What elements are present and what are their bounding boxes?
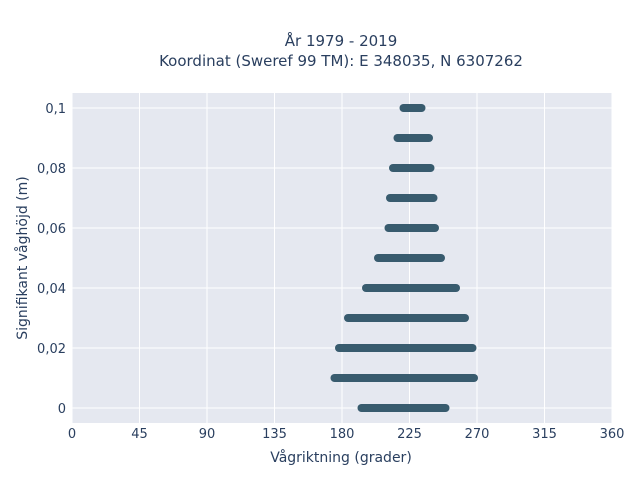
x-axis-ticks: 0 45 90 135 180 225 270 315 360	[68, 427, 625, 442]
y-axis-label: Signifikant våghöjd (m)	[14, 176, 31, 339]
chart-subtitle: Koordinat (Sweref 99 TM): E 348035, N 63…	[159, 52, 523, 70]
x-tick-label: 90	[199, 427, 216, 442]
chart-title: År 1979 - 2019	[285, 31, 398, 50]
x-axis-label: Vågriktning (grader)	[270, 449, 412, 466]
y-tick-label: 0,08	[37, 162, 66, 177]
y-tick-label: 0	[58, 402, 66, 417]
y-tick-label: 0,06	[37, 222, 66, 237]
x-tick-label: 180	[330, 427, 355, 442]
y-axis-ticks: 0 0,02 0,04 0,06 0,08 0,1	[37, 102, 66, 417]
x-tick-label: 225	[397, 427, 422, 442]
x-tick-label: 270	[465, 427, 490, 442]
y-tick-label: 0,04	[37, 282, 66, 297]
x-tick-label: 135	[262, 427, 287, 442]
x-tick-label: 45	[131, 427, 148, 442]
y-tick-label: 0,1	[45, 102, 66, 117]
y-tick-label: 0,02	[37, 342, 66, 357]
data-markers	[330, 104, 478, 412]
x-tick-label: 315	[532, 427, 557, 442]
x-tick-label: 0	[68, 427, 76, 442]
x-tick-label: 360	[600, 427, 625, 442]
